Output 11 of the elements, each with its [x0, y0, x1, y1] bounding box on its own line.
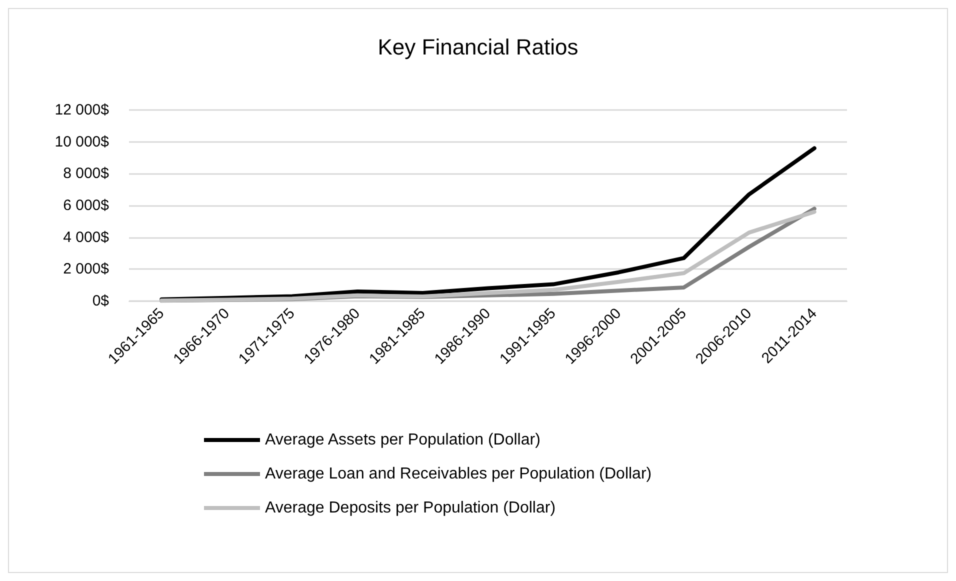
- legend-label: Average Deposits per Population (Dollar): [265, 500, 556, 516]
- y-tick-label: 0$: [92, 292, 110, 310]
- y-tick-label: 2 000$: [63, 260, 110, 278]
- legend-label: Average Loan and Receivables per Population (Dollar): [265, 466, 652, 482]
- y-tick-label: 8 000$: [63, 165, 110, 182]
- y-tick-label: 4 000$: [63, 228, 110, 246]
- chart-title: Key Financial Ratios: [378, 34, 578, 60]
- y-tick-label: 6 000$: [63, 197, 110, 214]
- legend-label: Average Assets per Population (Dollar): [265, 432, 540, 448]
- y-tick-label: 12 000$: [54, 102, 110, 118]
- y-tick-label: 10 000$: [54, 133, 110, 150]
